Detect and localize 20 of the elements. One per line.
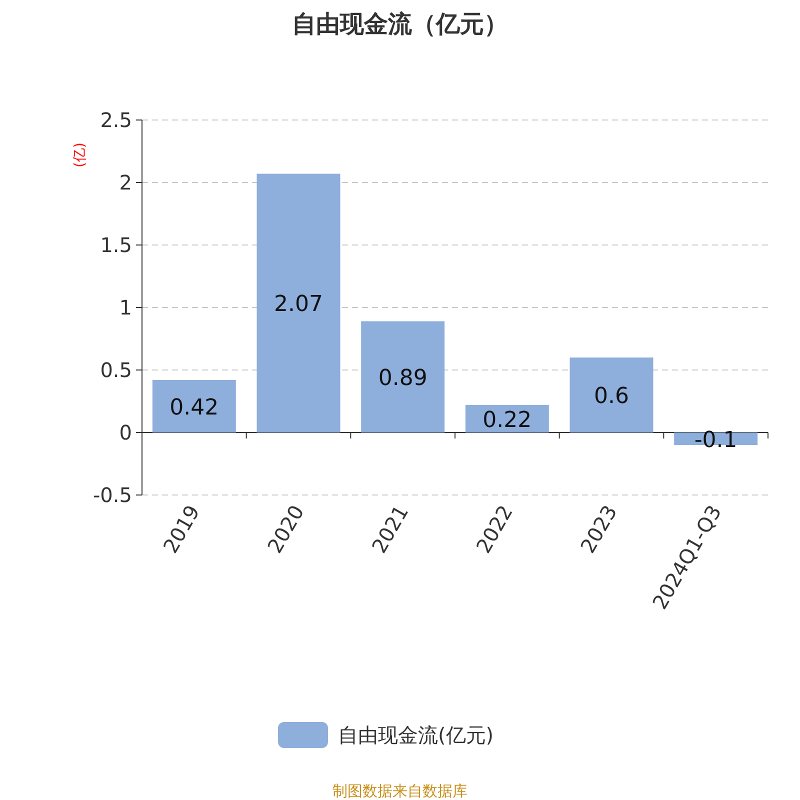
data-label: 2.07 [274, 292, 323, 318]
bar [570, 358, 654, 432]
bar [361, 321, 445, 432]
data-label: 0.22 [482, 408, 532, 433]
data-label: 0.89 [378, 366, 428, 391]
y-tick-label: 2 [119, 170, 132, 194]
y-tick-label: -0.5 [92, 483, 132, 507]
y-axis-title: (亿) [72, 142, 88, 168]
chart-title: 自由现金流（亿元） [292, 10, 508, 38]
y-tick-label: 0 [119, 420, 132, 444]
y-tick-label: 1.5 [100, 233, 132, 257]
data-label: 0.6 [594, 384, 629, 409]
text: 制图数据来自数据库 [332, 782, 468, 800]
legend-label: 自由现金流(亿元) [338, 723, 494, 747]
bar [152, 380, 236, 432]
y-tick-label: 2.5 [100, 108, 132, 132]
y-tick-label: 1 [119, 296, 132, 320]
bar [256, 174, 340, 432]
data-label: 0.42 [170, 395, 219, 420]
y-tick-label: 0.5 [100, 358, 132, 382]
